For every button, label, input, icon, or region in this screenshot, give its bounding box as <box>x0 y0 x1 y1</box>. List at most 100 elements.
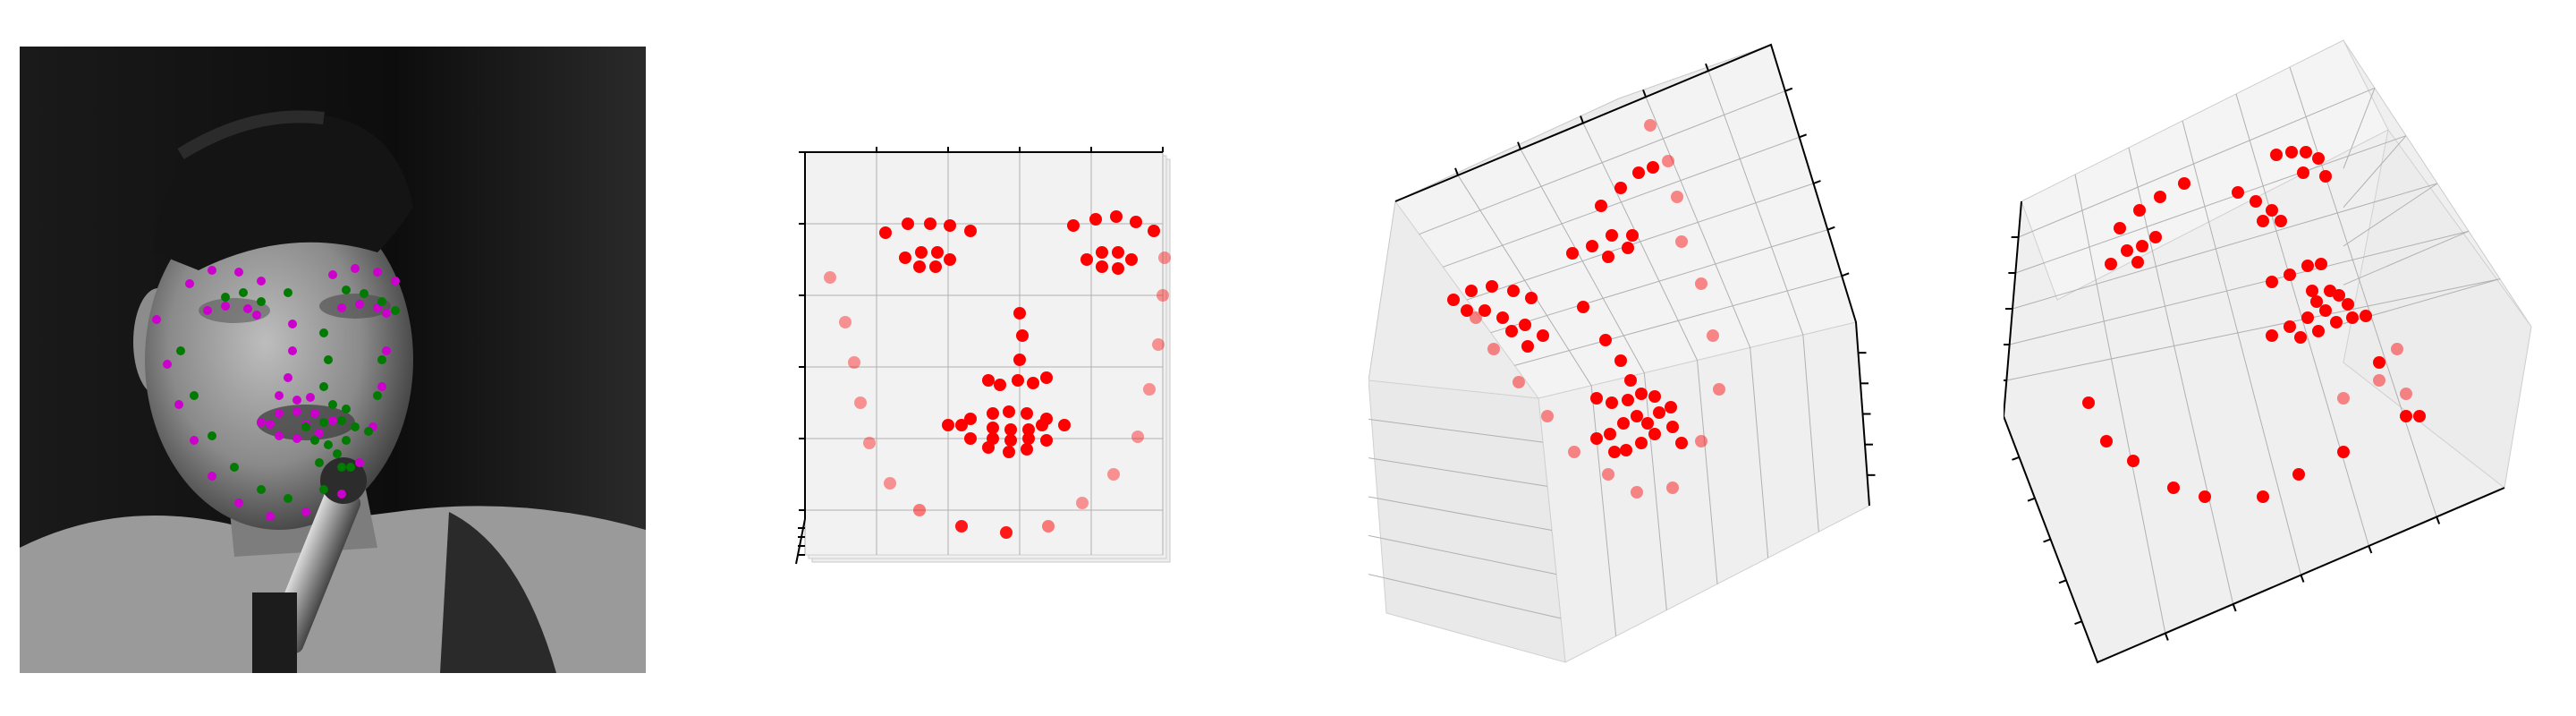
point-3d <box>964 413 977 425</box>
point-3d <box>1653 406 1665 419</box>
point-3d <box>1606 229 1618 242</box>
point-3d <box>2199 490 2211 503</box>
point-3d <box>1671 191 1683 203</box>
point-3d <box>1537 329 1549 342</box>
plot-frontal-view <box>769 125 1199 591</box>
point-3d <box>1675 437 1688 449</box>
point-3d <box>879 226 892 239</box>
point-3d <box>1487 343 1500 355</box>
point-3d <box>1626 229 1639 242</box>
landmark-point <box>266 420 275 429</box>
point-3d <box>2301 311 2314 324</box>
point-3d <box>2301 260 2314 272</box>
point-3d <box>2337 446 2350 458</box>
landmarks-set-a <box>152 264 400 521</box>
grid-line <box>1590 385 1617 636</box>
axis-tick <box>2436 516 2441 524</box>
point-3d <box>2310 295 2323 308</box>
landmark-point <box>382 309 391 318</box>
point-3d <box>1622 242 1634 254</box>
point-3d <box>1641 417 1654 430</box>
landmark-point <box>301 422 310 431</box>
point-3d <box>1096 246 1108 259</box>
grid-line <box>2128 147 2234 605</box>
landmark-point <box>306 393 315 402</box>
landmark-point <box>288 320 297 328</box>
point-3d <box>1631 410 1643 422</box>
point-3d <box>1125 253 1138 266</box>
point-3d <box>902 217 914 230</box>
point-3d <box>1080 253 1093 266</box>
vest <box>440 512 556 673</box>
point-3d <box>1525 292 1538 304</box>
landmark-point <box>203 306 212 315</box>
landmark-point <box>221 293 230 302</box>
landmark-point <box>391 277 400 286</box>
axis-tick <box>1841 272 1850 277</box>
depth-axis <box>795 518 806 565</box>
point-3d <box>1586 240 1598 252</box>
grid-line <box>2343 183 2438 247</box>
axis-tick <box>2368 545 2373 554</box>
point-3d <box>1666 482 1679 494</box>
landmark-point <box>275 431 284 440</box>
landmark-point <box>234 499 243 507</box>
landmark-point <box>266 512 275 521</box>
point-3d <box>1635 388 1648 400</box>
axis-tick <box>2232 603 2237 612</box>
point-3d <box>913 260 926 273</box>
point-3d <box>942 419 954 431</box>
grid-line <box>2343 230 2470 286</box>
point-3d <box>1110 210 1123 223</box>
landmark-point <box>310 409 319 418</box>
point-3d <box>982 374 995 387</box>
landmark-point <box>319 485 328 494</box>
axis-ticks <box>798 147 1164 556</box>
point-3d <box>1067 219 1080 232</box>
point-3d <box>1632 166 1645 179</box>
grid-line <box>1368 418 1544 443</box>
point-3d <box>1622 394 1634 406</box>
point-3d <box>1707 329 1719 342</box>
landmark-point <box>346 463 355 472</box>
landmark-point <box>355 458 364 467</box>
point-3d <box>1003 405 1015 418</box>
point-3d <box>2319 170 2332 183</box>
landmark-point <box>257 485 266 494</box>
axis-ticks <box>2004 236 2441 641</box>
point-3d <box>854 396 867 409</box>
landmark-point <box>373 303 382 312</box>
grid-lines <box>1368 70 1843 636</box>
point-3d <box>1602 468 1614 481</box>
point-3d <box>1013 354 1026 366</box>
landmark-point <box>239 288 248 297</box>
point-3d <box>1617 417 1630 430</box>
grid-line <box>2343 88 2376 169</box>
point-3d <box>964 432 977 445</box>
landmark-point <box>342 286 351 294</box>
point-3d <box>2312 152 2325 165</box>
point-3d <box>1107 468 1120 481</box>
landmark-point <box>377 297 386 306</box>
point-3d <box>1604 428 1616 440</box>
pane-front <box>1368 379 1566 663</box>
point-3d <box>944 219 956 232</box>
landmark-point <box>319 328 328 337</box>
grid-line <box>1514 275 1843 366</box>
point-3d <box>1013 307 1026 320</box>
microphone-icon <box>252 457 367 673</box>
point-3d <box>2266 204 2278 217</box>
grid-lines <box>2006 66 2501 634</box>
point-3d <box>1022 423 1035 436</box>
point-3d <box>2105 258 2117 270</box>
point-3d <box>2257 215 2269 227</box>
grid-line <box>2074 174 2166 634</box>
landmark-point <box>328 270 337 279</box>
point-3d <box>1096 260 1108 273</box>
landmark-point <box>337 463 346 472</box>
point-3d <box>1058 419 1071 431</box>
point-3d <box>899 251 911 264</box>
landmark-point <box>284 288 292 297</box>
grid-line <box>2009 230 2470 345</box>
point-3d <box>1541 410 1554 422</box>
